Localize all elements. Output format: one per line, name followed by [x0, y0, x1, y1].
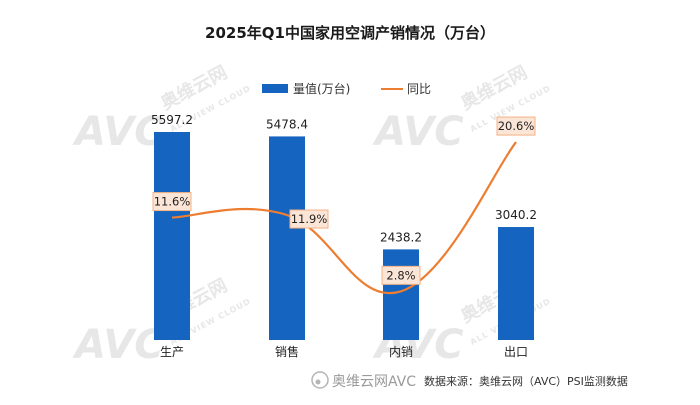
yoy-point-label-1: 11.9% [289, 209, 329, 229]
legend-line-label: 同比 [407, 82, 431, 96]
yoy-label-text-0: 11.6% [154, 195, 191, 209]
category-label-1: 销售 [275, 344, 299, 359]
yoy-label-box-1 [289, 209, 329, 229]
yoy-point-label-0: 11.6% [152, 192, 192, 212]
bar-value-label-2: 2438.2 [380, 230, 422, 244]
legend-bar-swatch [262, 84, 288, 93]
footer-brand: 奥维云网AVC [332, 373, 416, 390]
bar-1 [269, 136, 305, 340]
weibo-icon-dot [315, 379, 321, 385]
bar-value-label-1: 5478.4 [266, 117, 308, 131]
legend: 量值(万台) 同比 [262, 81, 431, 96]
yoy-label-box-0 [152, 192, 192, 212]
watermark-logo: AVC [72, 109, 164, 155]
bar-2 [383, 249, 419, 340]
yoy-point-label-2: 2.8% [381, 265, 421, 285]
legend-bar-label: 量值(万台) [293, 81, 350, 96]
yoy-label-text-2: 2.8% [386, 268, 415, 282]
bar-0 [154, 132, 190, 340]
bar-value-label-0: 5597.2 [151, 113, 193, 127]
watermark-logo: AVC [72, 322, 164, 368]
weibo-icon [311, 371, 329, 389]
footer: 奥维云网AVC 数据来源：奥维云网（AVC）PSI监测数据 [311, 371, 628, 390]
yoy-label-box-3 [496, 116, 536, 136]
yoy-point-label-3: 20.6% [496, 116, 536, 136]
category-label-2: 内销 [389, 345, 413, 359]
chart-title: 2025年Q1中国家用空调产销情况（万台） [205, 24, 495, 42]
category-label-0: 生产 [160, 345, 184, 359]
footer-source: 数据来源：奥维云网（AVC）PSI监测数据 [424, 374, 628, 388]
yoy-line [171, 141, 517, 295]
bar-group [154, 132, 534, 340]
yoy-line-group [171, 141, 517, 295]
bar-value-label-3: 3040.2 [495, 208, 537, 222]
watermark-logo: AVC [372, 109, 464, 155]
yoy-label-text-1: 11.9% [291, 212, 328, 226]
bar-3 [498, 227, 534, 340]
yoy-label-group: 11.6% 11.9% 2.8% 20.6% [152, 116, 536, 285]
category-label-group: 生产 销售 内销 出口 [160, 344, 528, 359]
bar-label-group: 5597.2 5478.4 2438.2 3040.2 [151, 113, 537, 244]
yoy-label-box-2 [381, 265, 421, 285]
category-label-3: 出口 [504, 345, 528, 359]
yoy-label-text-3: 20.6% [498, 119, 535, 133]
watermark-tile-2: AVC 奥维云网 ALL VIEW CLOUD [372, 61, 552, 155]
